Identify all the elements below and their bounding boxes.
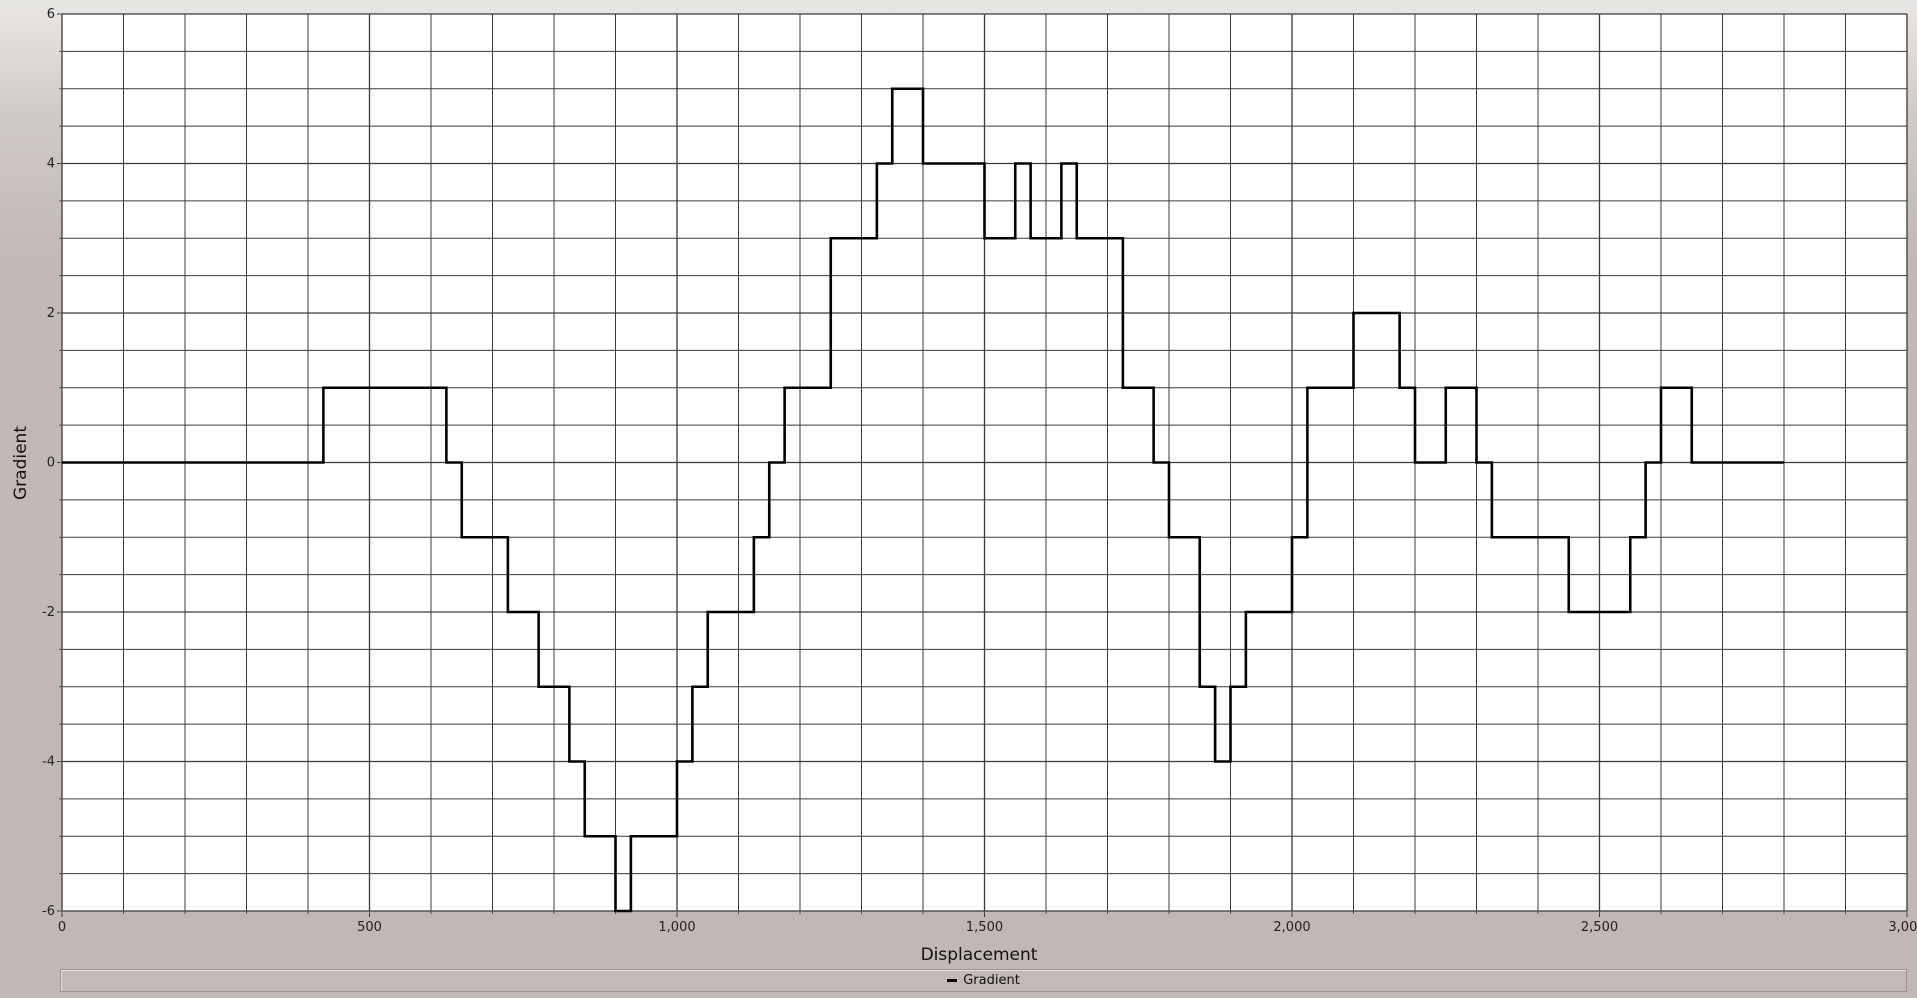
y-axis-ticks: 6 4 2 0 -2 -4 -6 — [42, 7, 62, 919]
y-tick-label: -4 — [42, 755, 55, 770]
x-tick-label: 2,000 — [1273, 920, 1310, 935]
y-tick-label: -6 — [42, 904, 55, 919]
legend-label-gradient: Gradient — [963, 973, 1020, 988]
x-axis-ticks: 0 500 1,000 1,500 2,000 2,500 3,000 — [58, 911, 1917, 935]
y-tick-label: 6 — [47, 7, 55, 22]
legend-swatch-gradient — [947, 979, 958, 982]
y-tick-label: 0 — [47, 456, 55, 471]
y-tick-label: -2 — [42, 605, 55, 620]
legend: Gradient — [60, 969, 1907, 992]
x-axis-title: Displacement — [921, 945, 1038, 965]
x-tick-label: 1,000 — [658, 920, 695, 935]
y-tick-label: 4 — [47, 157, 55, 172]
y-tick-label: 2 — [47, 306, 55, 321]
series-line-gradient — [62, 87, 1784, 913]
x-tick-label: 2,500 — [1581, 920, 1618, 935]
x-tick-label: 3,000 — [1888, 920, 1917, 935]
x-tick-label: 500 — [357, 920, 382, 935]
x-tick-label: 0 — [58, 920, 66, 935]
x-tick-label: 1,500 — [966, 920, 1003, 935]
y-axis-title: Gradient — [11, 426, 31, 500]
